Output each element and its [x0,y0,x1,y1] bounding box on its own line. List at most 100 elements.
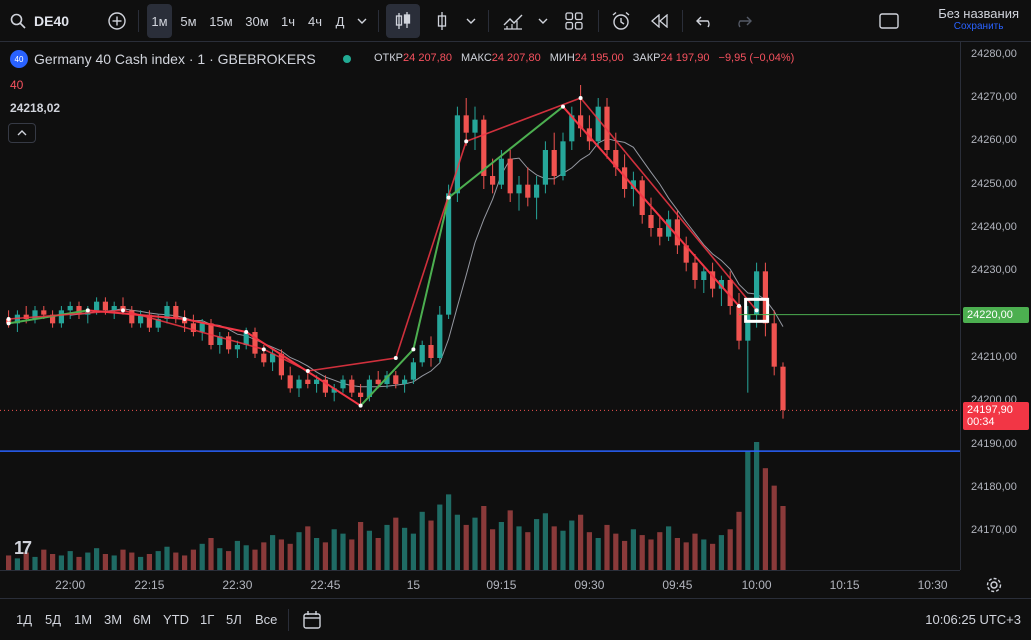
chart-type-dropdown[interactable] [462,4,480,38]
alert-button[interactable] [606,4,636,38]
collapse-legend-button[interactable] [8,123,36,143]
candle-body [754,271,760,315]
interval-4h[interactable]: 4ч [307,13,322,29]
interval-1m[interactable]: 1м [147,4,172,38]
time-axis-label: 09:45 [662,578,693,592]
zigzag-segment [465,97,581,143]
indicators-icon [503,14,523,30]
volume-bar [164,546,170,570]
price-chart[interactable] [0,42,960,570]
candle-body [736,306,742,341]
volume-bar [569,520,575,570]
interval-15m[interactable]: 15м [209,13,233,29]
volume-bar [111,555,117,570]
volume-bar [534,519,540,570]
add-symbol-button[interactable] [104,4,130,38]
range-3m[interactable]: 3М [104,612,123,627]
axis-settings-button[interactable] [986,577,1002,598]
zigzag-segment [8,309,124,320]
volume-bar [525,532,531,570]
undo-button[interactable] [692,4,718,38]
zigzag-point [6,317,11,321]
price-axis-label: 24230,00 [971,264,1017,277]
range-all[interactable]: Все [255,612,278,627]
hline-price-tag: 24220,00 [963,306,1029,323]
interval-1h[interactable]: 1ч [280,13,295,29]
interval-5m[interactable]: 5м [180,13,197,29]
range-5d[interactable]: 5Д [45,612,62,627]
indicators-button[interactable] [498,4,528,38]
candle-body [155,319,161,328]
chart-type-menu-button[interactable] [430,4,454,38]
rewind-icon [651,14,668,28]
interval-dropdown[interactable] [353,4,371,38]
volume-bar [349,539,355,570]
candle-body [490,176,496,185]
candle-body [349,379,355,393]
candle-body [393,375,399,384]
candle-body [446,193,452,315]
zigzag-point [578,96,583,100]
volume-bar [762,468,768,570]
candle-body [437,314,443,358]
candle-body [657,228,663,237]
time-axis[interactable]: 22:00 22:15 22:30 22:45 15 09:15 09:30 09:45 10:… [0,570,960,598]
toolbar-divider [598,10,599,32]
undo-icon [696,16,710,28]
zigzag-point [464,139,469,144]
volume-bar [490,529,496,570]
price-axis-label: 24260,00 [971,134,1017,147]
volume-bar [507,510,513,570]
volume-bar [173,552,179,570]
price-axis[interactable]: 24280,00 24270,00 24260,00 24250,00 24240,00… [960,42,1031,570]
volume-bar [32,556,38,570]
interval-day[interactable]: Д [335,13,345,29]
volume-bar [666,526,672,570]
range-ytd[interactable]: YTD [163,612,189,627]
zigzag-segment [8,309,88,325]
range-6m[interactable]: 6М [133,612,152,627]
templates-button[interactable] [560,4,588,38]
interval-30m[interactable]: 30м [245,13,269,29]
volume-bar [402,527,408,570]
volume-bar [683,542,689,570]
volume-bar [710,543,716,570]
zigzag-point [305,369,310,373]
save-link[interactable]: Сохранить [953,21,1004,32]
volume-bar [498,522,504,570]
redo-button[interactable] [730,4,756,38]
time-axis-label: 22:30 [222,578,253,592]
legend-title[interactable]: Germany 40 Cash index · 1 · GBEBROKERS [34,51,316,67]
replay-button[interactable] [644,4,674,38]
candle-body [67,306,73,311]
volume-bar [331,529,337,570]
indicator-value: 40 [10,78,24,92]
volume-bar [76,556,82,570]
candle-body [578,115,584,129]
candle-body [560,141,566,176]
symbol-label: DE40 [34,13,70,29]
volume-bar [630,529,636,570]
candle-body [463,115,469,133]
range-5y[interactable]: 5Л [226,612,242,627]
candle-body [270,353,276,363]
last-price-tag: 24197,90 00:34 [963,402,1029,431]
candle-body [287,375,293,389]
chart-type-candles-button[interactable] [386,4,420,38]
layout-title-block[interactable]: Без названия Сохранить [938,6,1019,32]
price-axis-label: 24180,00 [971,481,1017,493]
range-1y[interactable]: 1Г [200,612,215,627]
zigzag-point [446,195,451,200]
range-1m[interactable]: 1М [74,612,93,627]
symbol-search[interactable]: DE40 [10,4,69,38]
clock-timezone[interactable]: 10:06:25 UTC+3 [925,612,1021,627]
candle-body [6,319,12,324]
candle-body [622,167,628,189]
indicators-dropdown[interactable] [534,4,552,38]
range-1d[interactable]: 1Д [16,612,33,627]
zigzag-segment [447,105,564,199]
layout-button[interactable] [874,4,904,38]
go-to-date-button[interactable] [302,610,322,635]
zigzag-segment [307,357,396,372]
zigzag-segment [359,348,415,407]
